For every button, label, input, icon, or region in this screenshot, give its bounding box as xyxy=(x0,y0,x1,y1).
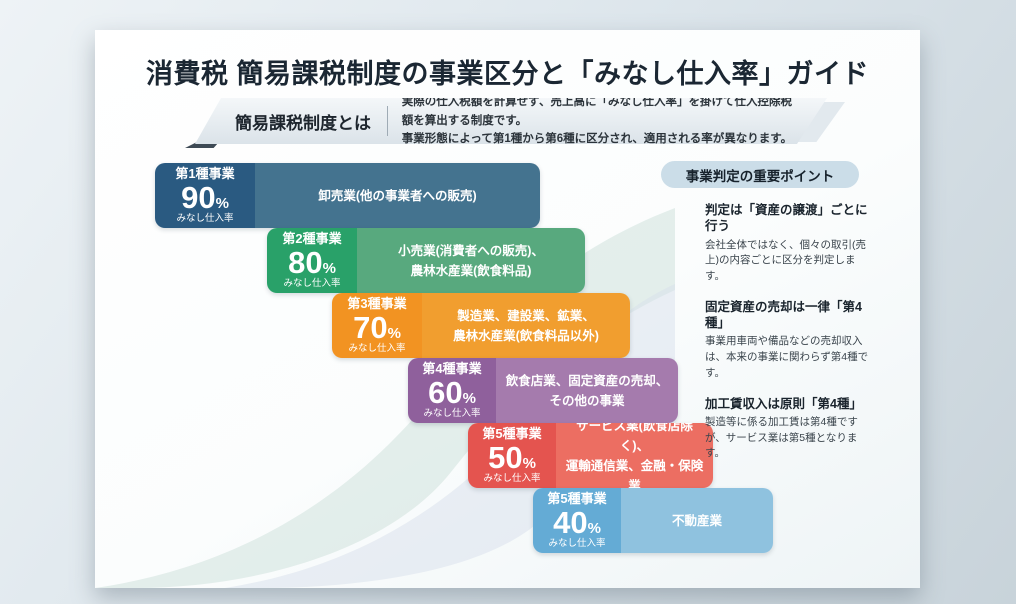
step-5-caption: みなし仕入率 xyxy=(483,472,541,484)
step-2-rate: 80 xyxy=(288,244,323,280)
point-3-title: 加工賃収入は原則「第4種」 xyxy=(705,396,862,411)
step-1-description: 卸売業(他の事業者への販売) xyxy=(255,163,540,228)
step-1-caption: みなし仕入率 xyxy=(176,212,234,224)
step-4-rate-panel: 第4種事業 60 % みなし仕入率 xyxy=(408,358,496,423)
step-1-rate-panel: 第1種事業 90 % みなし仕入率 xyxy=(155,163,255,228)
step-4-caption: みなし仕入率 xyxy=(423,407,481,419)
points-heading-pill: 事業判定の重要ポイント xyxy=(661,161,859,188)
step-4-category: 第4種事業 xyxy=(422,360,482,376)
step-6-rate-row: 40 % xyxy=(553,507,601,538)
step-2-rate-row: 80 % xyxy=(288,247,336,278)
step-block-1: 第1種事業 90 % みなし仕入率 卸売業(他の事業者への販売) xyxy=(155,163,540,228)
intro-line-1: 実際の仕入税額を計算せず、売上高に「みなし仕入率」を掛けて仕入控除税額を算出する… xyxy=(401,96,792,127)
step-3-rate-panel: 第3種事業 70 % みなし仕入率 xyxy=(332,293,422,358)
step-4-rate-row: 60 % xyxy=(428,377,476,408)
step-6-caption: みなし仕入率 xyxy=(548,537,606,549)
page-title: 消費税 簡易課税制度の事業区分と「みなし仕入率」ガイド xyxy=(145,59,869,89)
step-6-description: 不動産業 xyxy=(621,488,773,553)
step-1-rate: 90 xyxy=(181,179,216,215)
step-3-rate: 70 xyxy=(353,309,388,345)
infographic-card: 消費税 簡易課税制度の事業区分と「みなし仕入率」ガイド 簡易課税制度とは 実際の… xyxy=(95,30,920,588)
ribbon-body: 簡易課税制度とは 実際の仕入税額を計算せず、売上高に「みなし仕入率」を掛けて仕入… xyxy=(195,98,827,144)
step-3-description: 製造業、建設業、鉱業、 農林水産業(飲食料品以外) xyxy=(422,293,630,358)
step-6-rate: 40 xyxy=(553,504,588,540)
intro-ribbon: 簡易課税制度とは 実際の仕入税額を計算せず、売上高に「みなし仕入率」を掛けて仕入… xyxy=(185,98,845,148)
point-2-body: 事業用車両や備品などの売却収入は、本来の事業に関わらず第4種です。 xyxy=(705,335,869,379)
point-item-3: 加工賃収入は原則「第4種」 製造等に係る加工賃は第4種ですが、サービス業は第5種… xyxy=(705,396,873,463)
step-5-description: サービス業(飲食店除く)、 運輸通信業、金融・保険業 xyxy=(556,423,713,488)
point-item-2: 固定資産の売却は一律「第4種」 事業用車両や備品などの売却収入は、本来の事業に関… xyxy=(705,299,873,382)
step-6-rate-panel: 第5種事業 40 % みなし仕入率 xyxy=(533,488,621,553)
points-panel: 事業判定の重要ポイント 判定は「資産の譲渡」ごとに行う 会社全体ではなく、個々の… xyxy=(661,161,891,462)
step-5-unit: % xyxy=(522,454,536,472)
step-5-rate-panel: 第5種事業 50 % みなし仕入率 xyxy=(468,423,556,488)
step-block-6: 第5種事業 40 % みなし仕入率 不動産業 xyxy=(533,488,773,553)
step-3-rate-row: 70 % xyxy=(353,312,401,343)
step-2-caption: みなし仕入率 xyxy=(283,277,341,289)
step-5-category: 第5種事業 xyxy=(482,425,542,441)
step-3-unit: % xyxy=(387,324,401,342)
point-2-title: 固定資産の売却は一律「第4種」 xyxy=(705,299,862,330)
point-item-1: 判定は「資産の譲渡」ごとに行う 会社全体ではなく、個々の取引(売上)の内容ごとに… xyxy=(705,202,873,285)
step-block-2: 第2種事業 80 % みなし仕入率 小売業(消費者への販売)、 農林水産業(飲食… xyxy=(267,228,585,293)
point-3-body: 製造等に係る加工賃は第4種ですが、サービス業は第5種となります。 xyxy=(705,415,858,460)
step-4-rate: 60 xyxy=(428,374,463,410)
step-2-description: 小売業(消費者への販売)、 農林水産業(飲食料品) xyxy=(357,228,585,293)
step-6-category: 第5種事業 xyxy=(547,490,607,506)
ribbon-divider xyxy=(387,106,388,136)
step-1-unit: % xyxy=(215,194,229,212)
step-1-rate-row: 90 % xyxy=(181,182,229,213)
step-1-category: 第1種事業 xyxy=(175,165,235,181)
step-block-4: 第4種事業 60 % みなし仕入率 飲食店業、固定資産の売却、 その他の事業 xyxy=(408,358,678,423)
point-1-title: 判定は「資産の譲渡」ごとに行う xyxy=(705,203,868,234)
intro-line-2: 事業形態によって第1種から第6種に区分され、適用される率が異なります。 xyxy=(401,133,793,146)
step-5-rate-row: 50 % xyxy=(488,442,536,473)
step-2-category: 第2種事業 xyxy=(282,230,342,246)
step-block-3: 第3種事業 70 % みなし仕入率 製造業、建設業、鉱業、 農林水産業(飲食料品… xyxy=(332,293,630,358)
step-5-rate: 50 xyxy=(488,439,523,475)
step-block-5: 第5種事業 50 % みなし仕入率 サービス業(飲食店除く)、 運輸通信業、金融… xyxy=(468,423,713,488)
step-3-category: 第3種事業 xyxy=(347,295,407,311)
step-2-rate-panel: 第2種事業 80 % みなし仕入率 xyxy=(267,228,357,293)
intro-description: 実際の仕入税額を計算せず、売上高に「みなし仕入率」を掛けて仕入控除税額を算出する… xyxy=(388,93,827,148)
step-4-unit: % xyxy=(462,389,476,407)
step-2-unit: % xyxy=(322,259,336,277)
point-1-body: 会社全体ではなく、個々の取引(売上)の内容ごとに区分を判定します。 xyxy=(705,238,866,283)
step-4-description: 飲食店業、固定資産の売却、 その他の事業 xyxy=(496,358,678,423)
step-3-caption: みなし仕入率 xyxy=(348,342,406,354)
intro-label: 簡易課税制度とは xyxy=(235,113,371,133)
step-6-unit: % xyxy=(587,519,601,537)
